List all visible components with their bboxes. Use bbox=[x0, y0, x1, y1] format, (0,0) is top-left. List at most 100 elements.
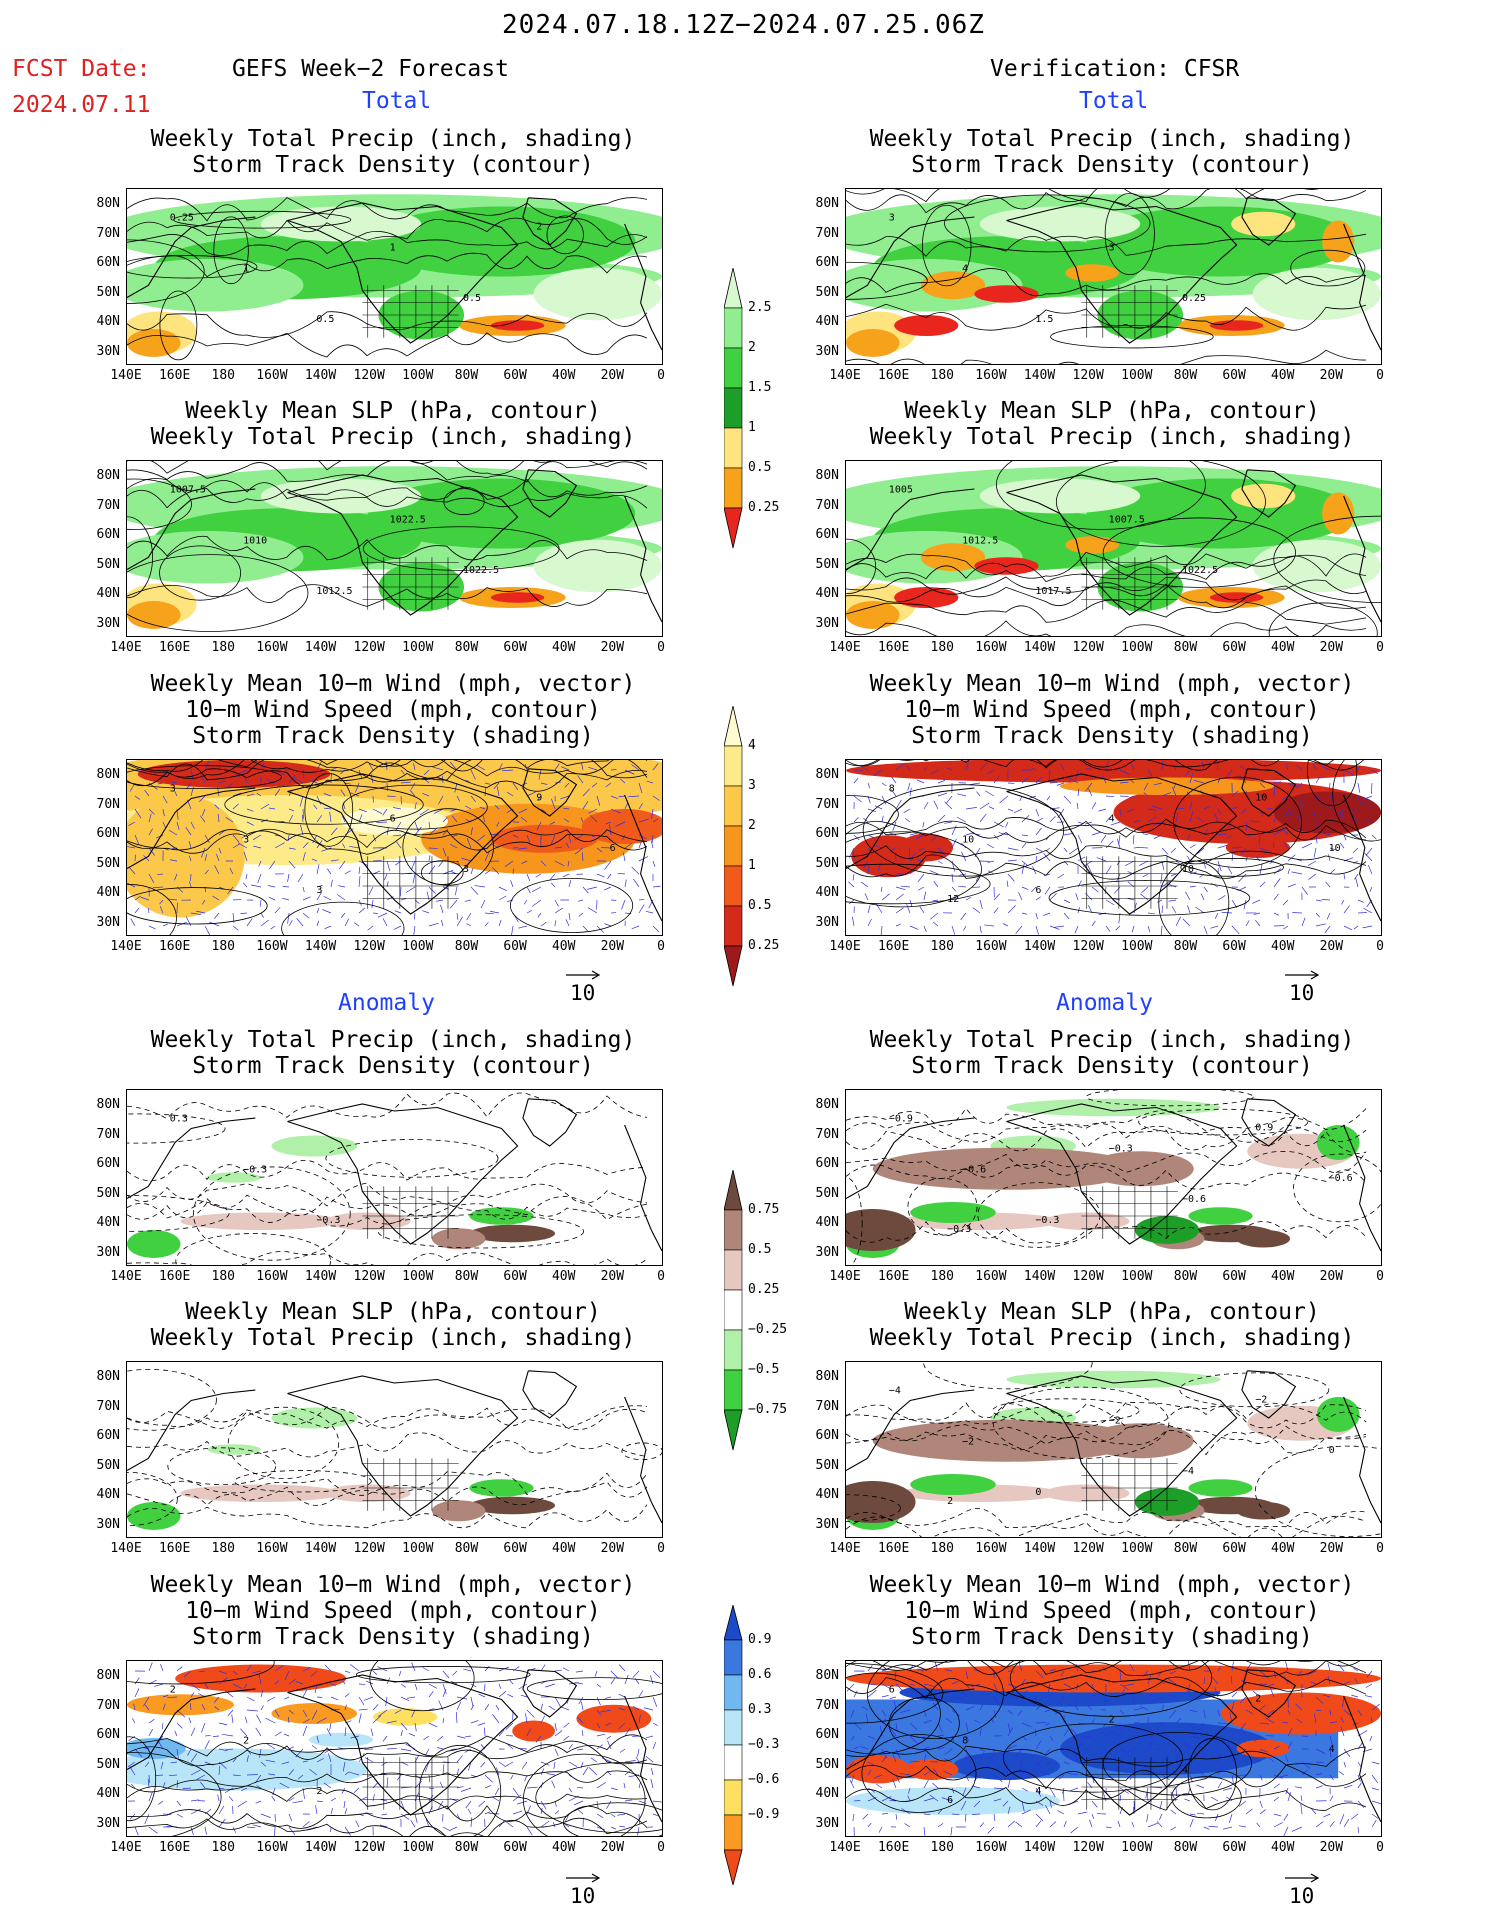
contour-label: −0.6 bbox=[962, 1164, 986, 1175]
lat-label: 60N bbox=[96, 826, 120, 841]
lon-label: 0 bbox=[1376, 640, 1384, 655]
coastline-asia bbox=[127, 488, 256, 570]
contour-label: 4 bbox=[1329, 1744, 1335, 1755]
lon-label: 100W bbox=[402, 640, 434, 655]
colorbar-label: −0.9 bbox=[748, 1807, 780, 1822]
contour-label: 2 bbox=[243, 1735, 249, 1746]
coastline-europe bbox=[1343, 495, 1381, 623]
colorbar-label: −0.5 bbox=[748, 1362, 780, 1377]
lat-label: 50N bbox=[815, 1185, 839, 1201]
lon-label: 160E bbox=[158, 1840, 191, 1855]
lon-label: 20W bbox=[600, 1840, 625, 1855]
contour-label: −0.3 bbox=[947, 1224, 971, 1235]
cfsr-panel-4: −0.9 −0.6 −0.3 −0.3 −0.6 0.9 −0.6 −0.3 bbox=[845, 1089, 1382, 1266]
lon-label: 160E bbox=[877, 1541, 910, 1556]
coastline-north-america bbox=[287, 773, 519, 915]
lon-label: 120W bbox=[1072, 640, 1104, 655]
lon-label: 120W bbox=[353, 640, 385, 655]
lon-label: 120W bbox=[353, 1541, 385, 1556]
lat-label: 30N bbox=[96, 1815, 120, 1831]
lat-label: 80N bbox=[815, 468, 839, 483]
lon-label: 80W bbox=[454, 640, 479, 655]
lat-label: 30N bbox=[815, 343, 839, 359]
lon-label: 60W bbox=[503, 1269, 527, 1284]
contour-label: 0.3 bbox=[170, 1114, 188, 1125]
contour-label: 4 bbox=[1182, 1765, 1188, 1776]
lon-label: 40W bbox=[1270, 1269, 1295, 1284]
contour-label: 2 bbox=[316, 1786, 322, 1797]
lat-label: 70N bbox=[815, 497, 839, 513]
contour-label: 8 bbox=[962, 1735, 968, 1746]
contour-label: 6 bbox=[889, 1685, 895, 1696]
contour-label: 0.25 bbox=[170, 213, 194, 224]
lon-label: 20W bbox=[600, 368, 625, 383]
right-column-title: Verification: CFSR bbox=[990, 56, 1240, 82]
coastline-north-america bbox=[1006, 474, 1238, 616]
left-total-label: Total bbox=[362, 88, 432, 114]
colorbar-segment bbox=[723, 745, 743, 787]
contour-label: 1 bbox=[390, 242, 396, 253]
contour-label: 10 bbox=[1182, 864, 1194, 875]
lat-label: 60N bbox=[96, 527, 120, 542]
lat-label: 40N bbox=[96, 586, 120, 601]
contour-label: −4 bbox=[1182, 1466, 1194, 1477]
colorbar-segment bbox=[723, 785, 743, 827]
cfsr-panel-3-title-line-1: Weekly Mean 10−m Wind (mph, vector) bbox=[869, 671, 1355, 697]
coastline-greenland bbox=[522, 469, 578, 518]
cfsr-panel-3-title-line-2: 10−m Wind Speed (mph, contour) bbox=[904, 697, 1320, 723]
contour-label: 2 bbox=[947, 1496, 953, 1507]
lon-label: 60W bbox=[1222, 640, 1246, 655]
lon-label: 160E bbox=[877, 1269, 910, 1284]
lon-label: 80W bbox=[1173, 1840, 1198, 1855]
lon-label: 180 bbox=[930, 1840, 954, 1855]
lon-label: 80W bbox=[454, 1840, 479, 1855]
lon-label: 120W bbox=[353, 368, 385, 383]
gefs-anom-vector-ref-label-arrow-icon bbox=[566, 1873, 601, 1883]
contour-label: 10 bbox=[1255, 792, 1267, 803]
contour-label: 0.5 bbox=[463, 293, 481, 304]
contour-label: −2 bbox=[1109, 1415, 1121, 1426]
contour-label: 1010 bbox=[243, 535, 267, 546]
lon-label: 140E bbox=[110, 368, 142, 383]
lat-label: 80N bbox=[815, 767, 839, 782]
contour-label: 1 bbox=[243, 263, 249, 274]
colorbar-segment bbox=[723, 1169, 743, 1211]
coastline-asia bbox=[846, 1117, 975, 1199]
lon-label: 80W bbox=[454, 1269, 479, 1284]
contour-label: 0.25 bbox=[1182, 293, 1206, 304]
lat-label: 60N bbox=[815, 255, 839, 270]
right-anomaly-label: Anomaly bbox=[1056, 990, 1153, 1016]
lat-label: 40N bbox=[96, 1786, 120, 1801]
lon-label: 120W bbox=[1072, 368, 1104, 383]
cfsr-panel-6-map-svg: 6 8 4 2 4 2 4 6 bbox=[846, 1661, 1381, 1836]
lat-label: 40N bbox=[815, 885, 839, 900]
lon-label: 20W bbox=[600, 1541, 625, 1556]
lat-label: 60N bbox=[815, 1156, 839, 1171]
lon-label: 80W bbox=[454, 1541, 479, 1556]
lat-label: 50N bbox=[96, 1185, 120, 1201]
cfsr-panel-2: 1005 1012.5 1017.5 1007.5 1022.5 bbox=[845, 460, 1382, 637]
gefs-panel-6-map-svg: 2 2 2 bbox=[127, 1661, 662, 1836]
contour-label: −0.9 bbox=[889, 1114, 913, 1125]
lon-label: 60W bbox=[503, 1840, 527, 1855]
colorbar-segment bbox=[723, 1329, 743, 1371]
gefs-panel-1-title-line-2: Storm Track Density (contour) bbox=[192, 152, 594, 178]
lon-label: 160W bbox=[975, 1840, 1007, 1855]
contour-label: −0.3 bbox=[1109, 1143, 1133, 1154]
lon-label: 100W bbox=[1121, 1840, 1153, 1855]
lat-label: 70N bbox=[815, 1697, 839, 1713]
contour-label: 1007.5 bbox=[1109, 514, 1145, 525]
cfsr-anom-vector-ref-label: 10 bbox=[1289, 1884, 1315, 1908]
lat-label: 70N bbox=[96, 1697, 120, 1713]
coastline-north-america bbox=[1006, 202, 1238, 344]
gefs-panel-5 bbox=[126, 1361, 663, 1538]
contour-label: 3 bbox=[243, 834, 249, 845]
contour-label: −0.6 bbox=[1182, 1194, 1206, 1205]
coastline-europe bbox=[624, 1396, 662, 1524]
coastline-asia bbox=[846, 488, 975, 570]
lon-label: 40W bbox=[551, 1269, 576, 1284]
contour-label: 3 bbox=[316, 885, 322, 896]
lat-label: 60N bbox=[815, 1428, 839, 1443]
lat-label: 50N bbox=[815, 855, 839, 871]
gefs-panel-3: 3 3 3 6 3 9 6 bbox=[126, 759, 663, 936]
